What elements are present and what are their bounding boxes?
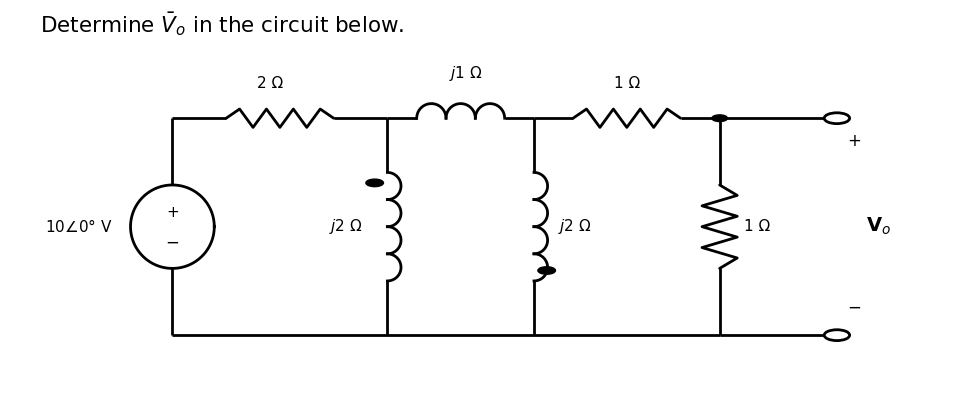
Text: $j$2 Ω: $j$2 Ω — [329, 217, 363, 236]
Text: Determine $\bar{V}_o$ in the circuit below.: Determine $\bar{V}_o$ in the circuit bel… — [40, 10, 405, 38]
Text: 1 Ω: 1 Ω — [744, 219, 770, 234]
Text: −: − — [166, 234, 179, 252]
Circle shape — [366, 179, 383, 186]
Circle shape — [824, 113, 850, 123]
Text: 2 Ω: 2 Ω — [257, 76, 283, 91]
Text: −: − — [848, 299, 861, 317]
Text: 1 Ω: 1 Ω — [613, 76, 640, 91]
Circle shape — [711, 115, 727, 121]
Text: +: + — [848, 132, 861, 150]
Text: 10$\angle$0° V: 10$\angle$0° V — [45, 218, 113, 235]
Text: $j$2 Ω: $j$2 Ω — [559, 217, 592, 236]
Circle shape — [824, 330, 850, 341]
Text: +: + — [166, 205, 178, 220]
Text: $\mathbf{V}_o$: $\mathbf{V}_o$ — [866, 216, 891, 237]
Circle shape — [538, 267, 556, 274]
Text: $j$1 Ω: $j$1 Ω — [449, 64, 482, 83]
